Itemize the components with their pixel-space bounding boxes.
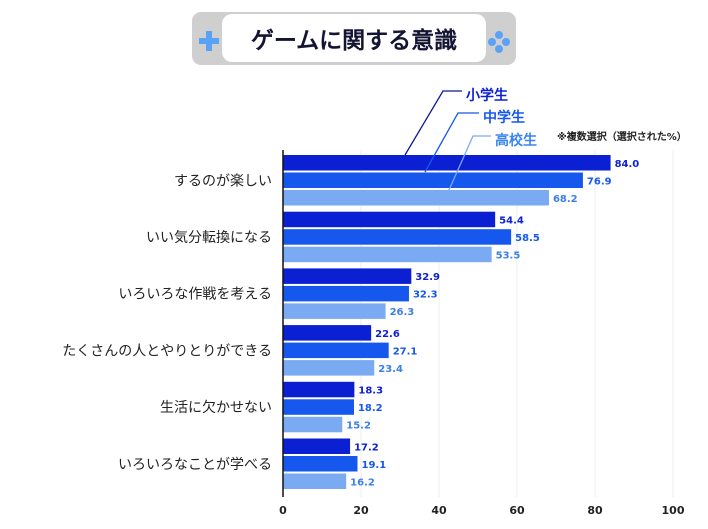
bar xyxy=(283,342,389,359)
category-label: するのが楽しい xyxy=(174,173,272,189)
category-label: 生活に欠かせない xyxy=(160,400,272,416)
legend-label: 高校生 xyxy=(495,132,537,149)
bar xyxy=(283,211,496,228)
x-tick-label: 20 xyxy=(353,504,369,517)
bar xyxy=(283,172,583,188)
data-label: 27.1 xyxy=(393,346,418,357)
legend-leader-line xyxy=(424,112,479,173)
data-label: 76.9 xyxy=(587,176,612,187)
dpad-icon xyxy=(199,31,219,51)
bar xyxy=(283,381,355,398)
legend-label: 中学生 xyxy=(483,109,525,126)
bar xyxy=(283,246,492,263)
data-label: 18.3 xyxy=(358,386,383,397)
data-label: 53.5 xyxy=(496,250,521,261)
legend-label: 小学生 xyxy=(466,87,508,104)
data-label: 32.3 xyxy=(413,290,438,301)
bar xyxy=(283,456,358,472)
data-label: 26.3 xyxy=(390,307,415,318)
bar xyxy=(283,399,354,415)
data-label: 23.4 xyxy=(378,364,403,375)
category-label: いろいろな作戦を考える xyxy=(118,287,272,303)
bar xyxy=(283,473,347,489)
bar xyxy=(283,416,343,433)
data-label: 19.1 xyxy=(361,460,386,471)
data-label: 16.2 xyxy=(350,477,375,488)
data-label: 58.5 xyxy=(515,233,540,244)
x-tick-label: 60 xyxy=(509,504,525,517)
bar xyxy=(283,438,351,454)
legend-leader-line xyxy=(404,90,462,156)
bar xyxy=(283,360,375,376)
bar xyxy=(283,285,409,302)
bar xyxy=(283,155,611,171)
bar xyxy=(283,303,386,319)
x-tick-label: 100 xyxy=(662,504,685,517)
data-label: 15.2 xyxy=(346,421,371,432)
bar xyxy=(283,325,372,341)
data-label: 18.2 xyxy=(358,403,383,414)
category-label: たくさんの人とやりとりができる xyxy=(62,343,272,359)
legend-leader-line xyxy=(444,135,491,200)
data-label: 84.0 xyxy=(615,159,640,170)
x-tick-label: 80 xyxy=(587,504,603,517)
category-label: いろいろなことが学べる xyxy=(118,457,272,473)
data-label: 17.2 xyxy=(354,442,379,453)
category-label: いい気分転換になる xyxy=(146,230,272,246)
gamepad-buttons-icon xyxy=(488,31,510,53)
bar xyxy=(283,190,549,206)
chart-note: ※複数選択（選択された%） xyxy=(557,132,687,143)
data-label: 32.9 xyxy=(415,272,440,283)
x-tick-label: 40 xyxy=(431,504,447,517)
bar xyxy=(283,268,412,284)
x-tick-label: 0 xyxy=(279,504,287,517)
bar xyxy=(283,229,512,245)
chart-title: ゲームに関する意識 xyxy=(222,14,486,62)
data-label: 54.4 xyxy=(499,215,524,226)
data-label: 68.2 xyxy=(553,194,578,205)
data-label: 22.6 xyxy=(375,329,400,340)
